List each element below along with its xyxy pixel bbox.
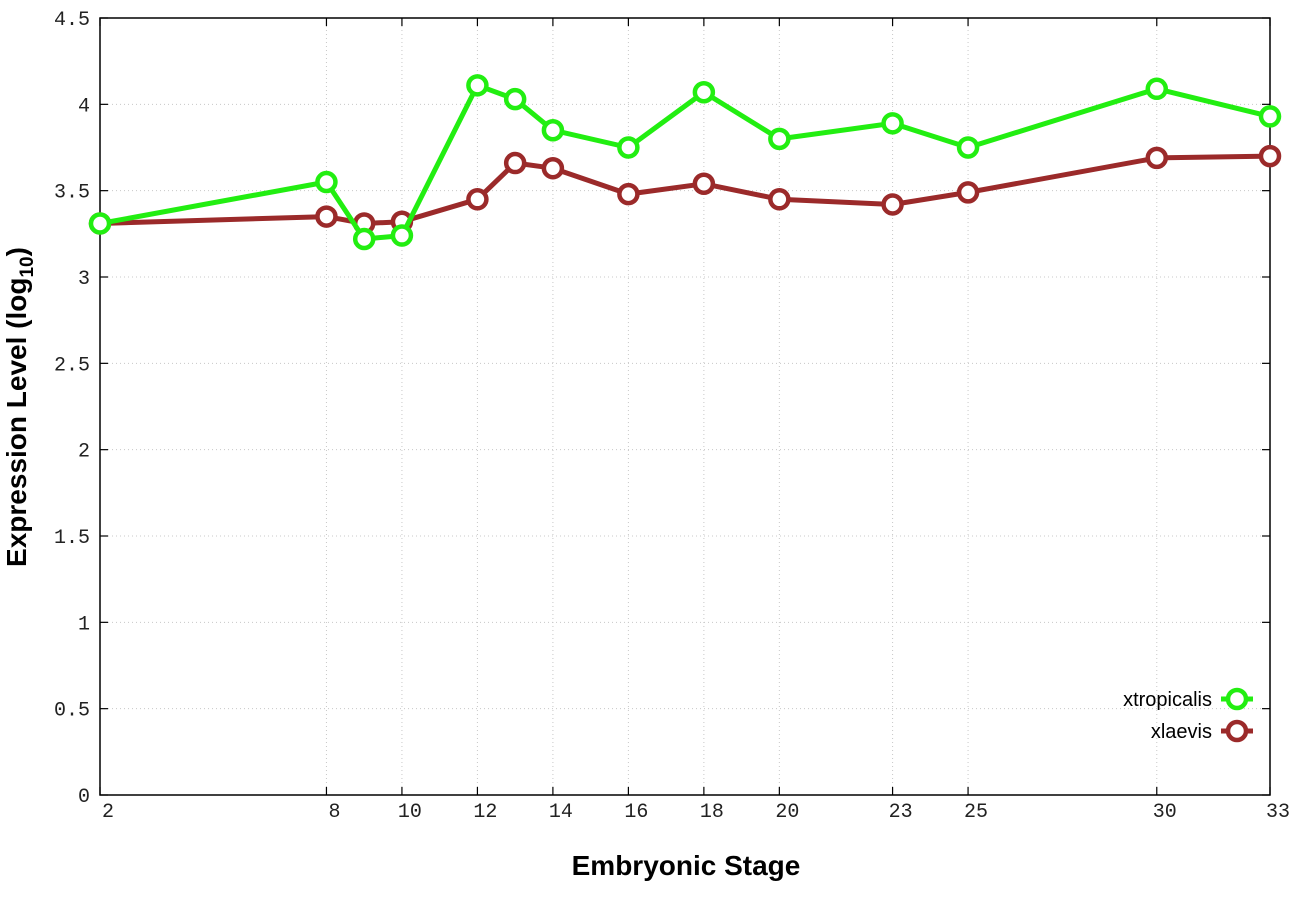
x-tick-label: 16 bbox=[624, 801, 648, 824]
y-tick-label: 4.5 bbox=[54, 9, 90, 32]
legend: xtropicalis xlaevis bbox=[1123, 687, 1253, 743]
data-point-xtropicalis bbox=[315, 170, 338, 194]
data-point-xtropicalis bbox=[768, 127, 791, 151]
y-tick-label: 0.5 bbox=[54, 700, 90, 723]
axis-ticks: 0 0.5 1 1.5 2 2.5 3 3.5 4 4.5 2 8 10 12 14 16 18 20 23 25 30… bbox=[54, 9, 1290, 824]
data-point-xtropicalis bbox=[1258, 105, 1282, 128]
data-point-xtropicalis bbox=[881, 112, 904, 135]
y-tick-label: 2.5 bbox=[54, 354, 90, 377]
y-tick-label: 2 bbox=[78, 441, 90, 464]
data-point-xtropicalis bbox=[390, 224, 414, 247]
y-axis-title-subscript: 10 bbox=[17, 256, 38, 277]
data-point-xlaevis bbox=[617, 182, 640, 206]
x-tick-label: 30 bbox=[1153, 801, 1177, 824]
data-point-xlaevis bbox=[503, 151, 527, 175]
legend-marker-xtropicalis bbox=[1225, 687, 1249, 711]
data-point-xtropicalis bbox=[88, 212, 112, 235]
x-tick-label: 14 bbox=[549, 801, 573, 824]
data-point-xlaevis bbox=[541, 156, 565, 180]
x-tick-label: 2 bbox=[102, 801, 114, 824]
legend-marker-xlaevis bbox=[1225, 719, 1249, 743]
data-point-xtropicalis bbox=[503, 87, 527, 111]
y-tick-label: 4 bbox=[78, 95, 90, 118]
data-point-xlaevis bbox=[466, 188, 489, 211]
y-tick-label: 0 bbox=[78, 786, 90, 809]
data-point-xtropicalis bbox=[541, 118, 565, 142]
x-axis-title: Embryonic Stage bbox=[572, 850, 801, 881]
series-layer bbox=[88, 74, 1282, 251]
data-point-xlaevis bbox=[768, 188, 791, 211]
data-point-xtropicalis bbox=[956, 136, 980, 159]
x-tick-label: 20 bbox=[775, 801, 799, 824]
series-xtropicalis bbox=[88, 74, 1282, 251]
y-tick-label: 1.5 bbox=[54, 527, 90, 550]
y-axis-title-close: ) bbox=[1, 247, 32, 256]
series-xlaevis bbox=[88, 144, 1282, 235]
data-point-xlaevis bbox=[956, 181, 980, 204]
y-axis-title-main: Expression Level (log bbox=[1, 278, 32, 567]
data-point-xlaevis bbox=[1145, 146, 1169, 170]
data-point-xlaevis bbox=[1258, 144, 1282, 168]
data-point-xlaevis bbox=[692, 172, 716, 196]
x-tick-label: 12 bbox=[473, 801, 497, 824]
y-tick-label: 3 bbox=[78, 268, 90, 291]
plot-frame bbox=[99, 17, 1271, 796]
grid-lines bbox=[100, 18, 1270, 795]
x-tick-label: 23 bbox=[889, 801, 913, 824]
data-point-xlaevis bbox=[881, 193, 904, 216]
y-tick-label: 3.5 bbox=[54, 182, 90, 205]
data-point-xtropicalis bbox=[352, 227, 376, 251]
legend-label-xtropicalis: xtropicalis bbox=[1123, 689, 1212, 711]
data-point-xtropicalis bbox=[466, 74, 489, 97]
x-tick-label: 18 bbox=[700, 801, 724, 824]
y-tick-label: 1 bbox=[78, 613, 90, 636]
x-tick-label: 25 bbox=[964, 801, 988, 824]
data-point-xtropicalis bbox=[617, 136, 640, 159]
x-tick-label: 10 bbox=[398, 801, 422, 824]
x-tick-label: 33 bbox=[1266, 801, 1290, 824]
data-point-xtropicalis bbox=[1145, 77, 1169, 101]
data-point-xtropicalis bbox=[692, 80, 716, 104]
y-axis-title: Expression Level (log10) bbox=[1, 247, 38, 567]
data-point-xlaevis bbox=[315, 205, 338, 228]
legend-label-xlaevis: xlaevis bbox=[1151, 721, 1212, 743]
x-tick-label: 8 bbox=[328, 801, 340, 824]
